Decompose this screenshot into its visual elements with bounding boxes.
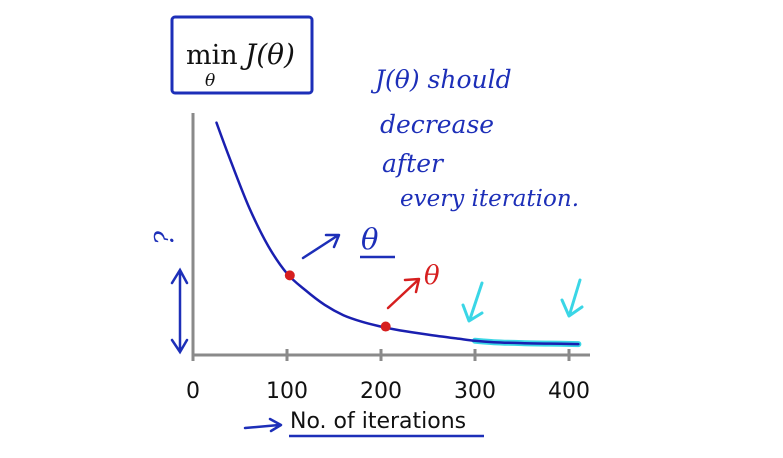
formula-box-border <box>170 15 314 95</box>
x-tick-label-100: 100 <box>266 379 308 404</box>
x-tick-label-0: 0 <box>186 379 200 404</box>
theta-annotations: θ θ <box>301 222 584 323</box>
x-ticks: 0 100 200 300 400 <box>186 349 590 404</box>
y-axis-marks: ? <box>150 230 189 355</box>
note-line-4: every iteration. <box>400 186 579 212</box>
x-axis-title: No. of iterations <box>243 409 484 438</box>
data-point-marker-2 <box>380 321 391 332</box>
y-axis-question-mark: ? <box>150 230 180 245</box>
formula-min: min <box>186 40 238 71</box>
data-point-marker-1 <box>284 270 295 281</box>
x-tick-label-400: 400 <box>548 379 590 404</box>
x-axis-label: No. of iterations <box>290 409 466 434</box>
note-line-2: decrease <box>380 110 494 139</box>
series-line-cost <box>215 121 580 346</box>
axes: 0 100 200 300 400 <box>186 113 590 404</box>
theta-blue-label: θ <box>361 222 378 256</box>
cyan-arrow-icon-right <box>560 278 584 318</box>
formula-subscript: θ <box>205 71 215 91</box>
formula-expr: J(θ) <box>240 38 295 71</box>
x-tick-label-200: 200 <box>360 379 402 404</box>
y-axis-double-arrow <box>170 267 189 355</box>
handwritten-note: J(θ) should decrease after every iterati… <box>370 65 579 212</box>
xlabel-arrow-icon <box>243 417 283 433</box>
red-arrow-icon <box>386 277 421 310</box>
markers <box>284 270 391 332</box>
cyan-arrow-icon-left <box>461 281 484 323</box>
note-line-1: J(θ) should <box>370 65 512 94</box>
formula-box: min θ J(θ) <box>170 15 314 95</box>
x-tick-label-300: 300 <box>454 379 496 404</box>
blue-arrow-icon <box>301 233 341 260</box>
theta-red-label: θ <box>424 261 440 291</box>
note-line-3: after <box>382 149 445 178</box>
